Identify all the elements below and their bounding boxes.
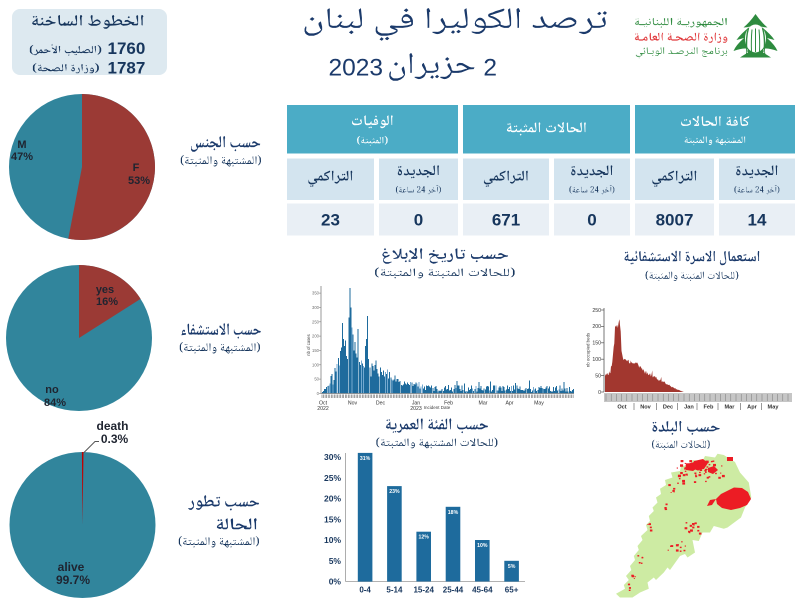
svg-text:47%: 47% (11, 151, 33, 163)
svg-text:2023: 2023 (328, 55, 383, 82)
svg-text:300: 300 (312, 305, 320, 310)
svg-text:150: 150 (592, 341, 601, 347)
svg-text:Dec: Dec (376, 401, 386, 407)
svg-text:no: no (45, 384, 59, 396)
svg-text:100: 100 (312, 362, 320, 367)
svg-text:23: 23 (321, 211, 340, 230)
svg-text:5%: 5% (508, 564, 516, 570)
svg-text:Apr: Apr (505, 401, 513, 407)
svg-text:5%: 5% (329, 556, 342, 566)
svg-text:2: 2 (483, 55, 497, 82)
svg-text:M: M (17, 139, 26, 151)
svg-text:50: 50 (314, 377, 319, 382)
svg-text:20%: 20% (324, 494, 341, 504)
svg-text:5-14: 5-14 (386, 586, 403, 595)
svg-text:150: 150 (312, 348, 320, 353)
svg-text:death: death (96, 419, 128, 433)
svg-text:Mar: Mar (725, 405, 736, 411)
svg-text:250: 250 (312, 319, 320, 324)
svg-text:Feb: Feb (704, 405, 715, 411)
svg-text:0.3%: 0.3% (101, 432, 129, 446)
svg-text:250: 250 (592, 308, 601, 314)
svg-text:May: May (534, 401, 544, 407)
svg-text:nb occupied beds: nb occupied beds (586, 332, 591, 367)
svg-text:0: 0 (598, 390, 601, 396)
svg-text:8007: 8007 (656, 211, 694, 230)
svg-text:12%: 12% (419, 535, 430, 541)
svg-text:30%: 30% (324, 452, 341, 462)
svg-text:Incident Date: Incident Date (424, 405, 451, 410)
svg-text:2023: 2023 (410, 406, 422, 412)
svg-text:200: 200 (312, 334, 320, 339)
svg-text:16%: 16% (96, 296, 118, 308)
svg-text:45-64: 45-64 (472, 586, 493, 595)
svg-text:14: 14 (748, 211, 767, 230)
svg-text:0: 0 (317, 391, 320, 396)
svg-text:Dec: Dec (663, 405, 673, 411)
svg-text:10%: 10% (324, 535, 341, 545)
svg-text:50: 50 (595, 373, 601, 379)
svg-text:18%: 18% (448, 510, 459, 516)
svg-text:0: 0 (587, 211, 596, 230)
svg-text:1787: 1787 (108, 59, 146, 78)
svg-text:2022: 2022 (317, 406, 329, 412)
svg-text:53%: 53% (128, 175, 150, 187)
svg-text:0%: 0% (329, 577, 342, 587)
svg-text:0-4: 0-4 (359, 586, 371, 595)
svg-text:65+: 65+ (505, 586, 519, 595)
svg-text:0: 0 (414, 211, 423, 230)
svg-text:yes: yes (96, 284, 114, 296)
svg-text:15%: 15% (324, 514, 341, 524)
svg-text:100: 100 (592, 357, 601, 363)
svg-text:Nov: Nov (640, 405, 651, 411)
svg-text:Feb: Feb (444, 401, 453, 407)
svg-text:350: 350 (312, 291, 320, 296)
svg-text:99.7%: 99.7% (56, 573, 90, 587)
svg-text:25-44: 25-44 (443, 586, 464, 595)
svg-text:Apr: Apr (747, 405, 757, 411)
svg-text:F: F (133, 162, 140, 174)
svg-text:671: 671 (492, 211, 520, 230)
svg-text:23%: 23% (389, 489, 400, 495)
svg-text:25%: 25% (324, 473, 341, 483)
svg-text:alive: alive (58, 560, 85, 574)
svg-text:Mar: Mar (479, 401, 488, 407)
svg-text:1760: 1760 (108, 39, 146, 58)
svg-text:May: May (768, 405, 780, 411)
svg-text:Jan: Jan (684, 405, 694, 411)
svg-text:31%: 31% (360, 456, 371, 462)
svg-text:200: 200 (592, 324, 601, 330)
svg-text:10%: 10% (477, 543, 488, 549)
svg-text:84%: 84% (44, 397, 66, 409)
svg-text:nb of cases: nb of cases (306, 334, 311, 355)
svg-text:Nov: Nov (348, 401, 358, 407)
svg-text:Oct: Oct (319, 401, 328, 407)
svg-text:Oct: Oct (617, 405, 626, 411)
svg-text:15-24: 15-24 (413, 586, 434, 595)
svg-text:Jan: Jan (412, 401, 420, 407)
